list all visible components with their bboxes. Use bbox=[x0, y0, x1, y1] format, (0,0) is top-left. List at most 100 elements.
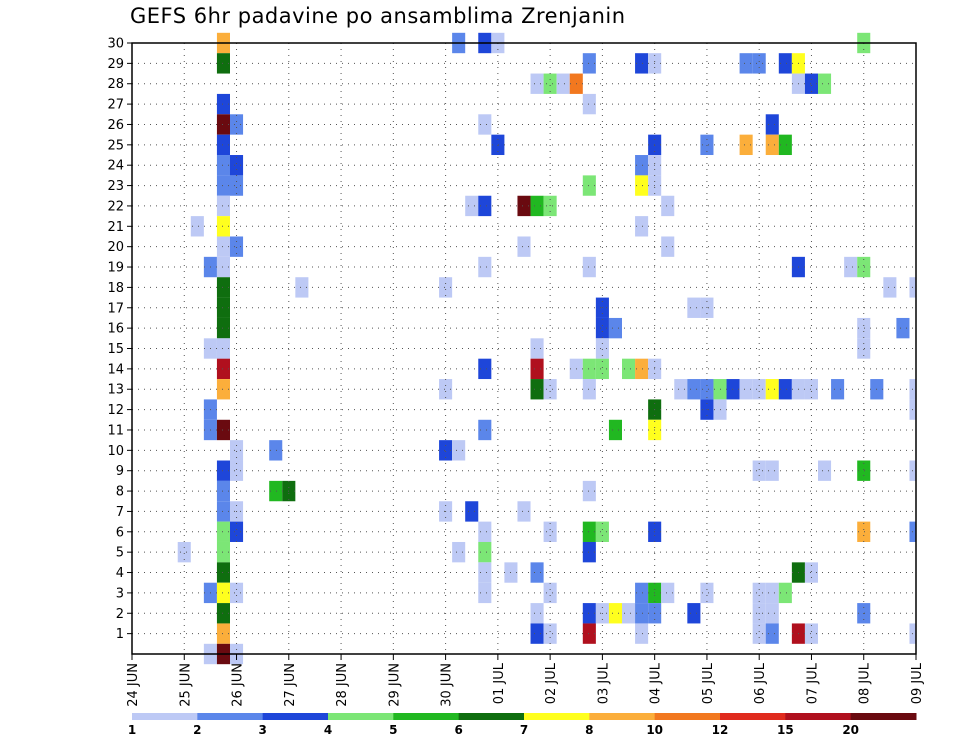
chart-title: GEFS 6hr padavine po ansamblima Zrenjani… bbox=[130, 4, 626, 28]
x-tick-label: 28 JUN bbox=[335, 663, 350, 707]
x-tick-label: 26 JUN bbox=[231, 663, 246, 707]
data-cell bbox=[216, 256, 230, 278]
data-cell bbox=[517, 501, 531, 522]
y-tick-label: 27 bbox=[107, 98, 124, 113]
data-cell bbox=[582, 541, 596, 563]
data-cell bbox=[216, 623, 230, 644]
y-tick-label: 24 bbox=[107, 159, 124, 174]
data-cell bbox=[478, 541, 492, 563]
y-tick-label: 13 bbox=[107, 383, 124, 398]
data-cell bbox=[739, 379, 753, 400]
legend-swatch bbox=[132, 713, 198, 720]
y-tick-label: 23 bbox=[107, 179, 124, 194]
y-tick-label: 29 bbox=[107, 57, 124, 72]
data-cell bbox=[608, 317, 622, 339]
data-cell bbox=[556, 73, 570, 94]
data-cell bbox=[517, 236, 531, 257]
y-tick-label: 9 bbox=[116, 464, 124, 479]
data-cell bbox=[661, 236, 675, 257]
data-cell bbox=[765, 379, 779, 400]
data-cell bbox=[595, 317, 609, 339]
data-cell bbox=[687, 379, 701, 400]
y-tick-label: 14 bbox=[107, 362, 124, 377]
data-cell bbox=[478, 358, 492, 380]
legend-label: 15 bbox=[777, 723, 794, 737]
data-cell bbox=[216, 134, 230, 156]
y-tick-label: 5 bbox=[116, 546, 124, 561]
data-cell bbox=[216, 379, 230, 400]
y-tick-label: 6 bbox=[116, 525, 124, 540]
legend-label: 10 bbox=[646, 723, 663, 737]
data-cell bbox=[635, 175, 649, 196]
x-tick-label: 08 JUL bbox=[858, 662, 873, 704]
data-cell bbox=[216, 460, 230, 481]
data-cell bbox=[530, 623, 544, 644]
y-tick-label: 1 bbox=[116, 627, 124, 642]
y-axis: 1234567891011121314151617181920212223242… bbox=[107, 37, 132, 642]
data-cell bbox=[857, 256, 871, 278]
x-tick-label: 05 JUL bbox=[701, 662, 716, 704]
data-cell bbox=[582, 603, 596, 624]
data-cell bbox=[687, 603, 701, 624]
data-cell bbox=[582, 521, 596, 542]
data-cell bbox=[216, 480, 230, 502]
data-cell bbox=[230, 460, 244, 481]
data-cell bbox=[269, 480, 283, 502]
data-cell bbox=[700, 379, 714, 400]
data-cell bbox=[543, 73, 557, 94]
data-cell bbox=[831, 379, 845, 400]
x-tick-label: 01 JUL bbox=[492, 662, 507, 704]
data-cell bbox=[739, 134, 753, 156]
data-cell bbox=[216, 175, 230, 196]
legend-label: 1 bbox=[128, 723, 136, 737]
data-cell bbox=[635, 53, 649, 74]
data-cell bbox=[216, 541, 230, 563]
legend-label: 3 bbox=[258, 723, 266, 737]
data-cell bbox=[635, 358, 649, 380]
data-cell bbox=[530, 195, 544, 217]
legend-swatch bbox=[328, 713, 394, 720]
data-cell bbox=[452, 440, 466, 461]
y-tick-label: 10 bbox=[107, 444, 124, 459]
data-cell bbox=[804, 379, 818, 400]
legend-swatch bbox=[197, 713, 264, 720]
data-cell bbox=[216, 562, 230, 583]
data-cell bbox=[582, 175, 596, 196]
data-cell bbox=[216, 501, 230, 522]
data-cell bbox=[543, 582, 557, 604]
data-cell bbox=[635, 582, 649, 604]
data-cell bbox=[857, 317, 871, 339]
data-cell bbox=[216, 317, 230, 339]
data-cell bbox=[543, 623, 557, 644]
legend-swatch bbox=[720, 713, 786, 720]
data-cell bbox=[622, 358, 636, 380]
data-cell bbox=[216, 338, 230, 359]
legend-label: 6 bbox=[454, 723, 462, 737]
data-cell bbox=[804, 73, 818, 94]
x-tick-label: 04 JUL bbox=[649, 662, 664, 704]
y-tick-label: 8 bbox=[116, 485, 124, 500]
data-cell bbox=[752, 379, 766, 400]
data-cell bbox=[752, 53, 766, 74]
data-cell bbox=[752, 460, 766, 481]
y-tick-label: 2 bbox=[116, 607, 124, 622]
data-cell bbox=[478, 195, 492, 217]
data-cell bbox=[216, 419, 230, 441]
y-tick-label: 15 bbox=[107, 342, 124, 357]
data-cell bbox=[478, 256, 492, 278]
data-cell bbox=[230, 582, 244, 604]
data-cell bbox=[216, 521, 230, 542]
data-cell bbox=[661, 582, 675, 604]
data-cell bbox=[478, 419, 492, 441]
data-cell bbox=[530, 358, 544, 380]
y-tick-label: 12 bbox=[107, 403, 124, 418]
legend-swatch bbox=[458, 713, 525, 720]
x-tick-label: 02 JUL bbox=[544, 662, 559, 704]
data-cell bbox=[700, 582, 714, 604]
y-tick-label: 16 bbox=[107, 322, 124, 337]
data-cell bbox=[582, 256, 596, 278]
data-cell bbox=[216, 155, 230, 176]
y-tick-label: 17 bbox=[107, 301, 124, 316]
data-cell bbox=[543, 379, 557, 400]
data-cell bbox=[818, 73, 832, 94]
